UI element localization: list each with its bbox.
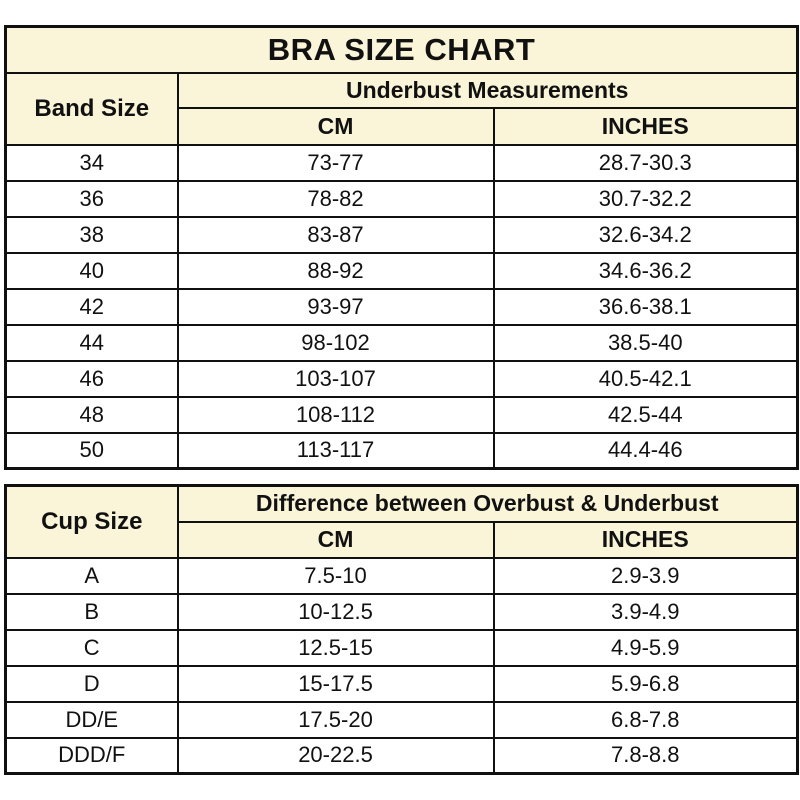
inches-range-cell: 44.4-46 — [492, 431, 799, 470]
cup-size-table: Cup Size Difference between Overbust & U… — [4, 484, 799, 775]
cm-column-header: CM — [176, 106, 495, 146]
band-size-cell: 44 — [4, 323, 179, 362]
inches-range-cell: 2.9-3.9 — [492, 556, 799, 595]
table-row: 38 83-87 32.6-34.2 — [4, 215, 799, 254]
table-row: A 7.5-10 2.9-3.9 — [4, 556, 799, 595]
inches-range-cell: 32.6-34.2 — [492, 215, 799, 254]
band-size-cell: 46 — [4, 359, 179, 398]
table-row: 48 108-112 42.5-44 — [4, 395, 799, 434]
cm-range-cell: 113-117 — [176, 431, 495, 470]
underbust-group-header: Underbust Measurements — [176, 71, 799, 109]
cm-range-cell: 20-22.5 — [176, 736, 495, 775]
band-size-cell: 36 — [4, 179, 179, 218]
band-size-cell: 34 — [4, 143, 179, 182]
inches-range-cell: 42.5-44 — [492, 395, 799, 434]
inches-range-cell: 3.9-4.9 — [492, 592, 799, 631]
page-title: BRA SIZE CHART — [4, 25, 799, 74]
table-row: DDD/F 20-22.5 7.8-8.8 — [4, 736, 799, 775]
cm-range-cell: 93-97 — [176, 287, 495, 326]
inches-range-cell: 34.6-36.2 — [492, 251, 799, 290]
table-row: Cup Size Difference between Overbust & U… — [4, 484, 799, 559]
table-row: 42 93-97 36.6-38.1 — [4, 287, 799, 326]
cm-range-cell: 78-82 — [176, 179, 495, 218]
inches-range-cell: 30.7-32.2 — [492, 179, 799, 218]
cm-range-cell: 98-102 — [176, 323, 495, 362]
inches-range-cell: 28.7-30.3 — [492, 143, 799, 182]
table-row: 40 88-92 34.6-36.2 — [4, 251, 799, 290]
cm-range-cell: 103-107 — [176, 359, 495, 398]
band-size-cell: 38 — [4, 215, 179, 254]
band-size-header: Band Size — [4, 71, 179, 146]
table-row: Band Size Underbust Measurements — [4, 71, 799, 146]
cm-range-cell: 15-17.5 — [176, 664, 495, 703]
cm-range-cell: 12.5-15 — [176, 628, 495, 667]
cup-size-cell: B — [4, 592, 179, 631]
cup-size-cell: DDD/F — [4, 736, 179, 775]
table-row: CM INCHES — [6, 520, 799, 559]
band-size-cell: 42 — [4, 287, 179, 326]
cm-range-cell: 88-92 — [176, 251, 495, 290]
table-row: CM INCHES — [6, 106, 799, 146]
table-row: B 10-12.5 3.9-4.9 — [4, 592, 799, 631]
inches-column-header: INCHES — [492, 520, 799, 559]
inches-range-cell: 7.8-8.8 — [492, 736, 799, 775]
inches-range-cell: 38.5-40 — [492, 323, 799, 362]
band-size-cell: 50 — [4, 431, 179, 470]
table-row: 36 78-82 30.7-32.2 — [4, 179, 799, 218]
cup-size-cell: D — [4, 664, 179, 703]
cup-size-header: Cup Size — [4, 484, 179, 559]
table-row: BRA SIZE CHART — [4, 25, 799, 74]
difference-group-header: Difference between Overbust & Underbust — [176, 484, 799, 523]
table-row: 50 113-117 44.4-46 — [4, 431, 799, 470]
cup-size-cell: C — [4, 628, 179, 667]
table-row: D 15-17.5 5.9-6.8 — [4, 664, 799, 703]
inches-range-cell: 4.9-5.9 — [492, 628, 799, 667]
inches-range-cell: 36.6-38.1 — [492, 287, 799, 326]
inches-range-cell: 6.8-7.8 — [492, 700, 799, 739]
cm-column-header: CM — [176, 520, 495, 559]
tables-divider-gap — [4, 470, 796, 484]
inches-range-cell: 40.5-42.1 — [492, 359, 799, 398]
band-size-cell: 48 — [4, 395, 179, 434]
cm-range-cell: 108-112 — [176, 395, 495, 434]
cm-range-cell: 10-12.5 — [176, 592, 495, 631]
cup-size-cell: A — [4, 556, 179, 595]
cm-range-cell: 83-87 — [176, 215, 495, 254]
table-row: DD/E 17.5-20 6.8-7.8 — [4, 700, 799, 739]
cm-range-cell: 17.5-20 — [176, 700, 495, 739]
table-row: 34 73-77 28.7-30.3 — [4, 143, 799, 182]
band-size-cell: 40 — [4, 251, 179, 290]
cup-size-cell: DD/E — [4, 700, 179, 739]
cm-range-cell: 73-77 — [176, 143, 495, 182]
inches-column-header: INCHES — [492, 106, 799, 146]
table-row: 44 98-102 38.5-40 — [4, 323, 799, 362]
band-size-table: BRA SIZE CHART Band Size Underbust Measu… — [4, 25, 800, 470]
table-row: 46 103-107 40.5-42.1 — [4, 359, 799, 398]
inches-range-cell: 5.9-6.8 — [492, 664, 799, 703]
table-row: C 12.5-15 4.9-5.9 — [4, 628, 799, 667]
cm-range-cell: 7.5-10 — [176, 556, 495, 595]
